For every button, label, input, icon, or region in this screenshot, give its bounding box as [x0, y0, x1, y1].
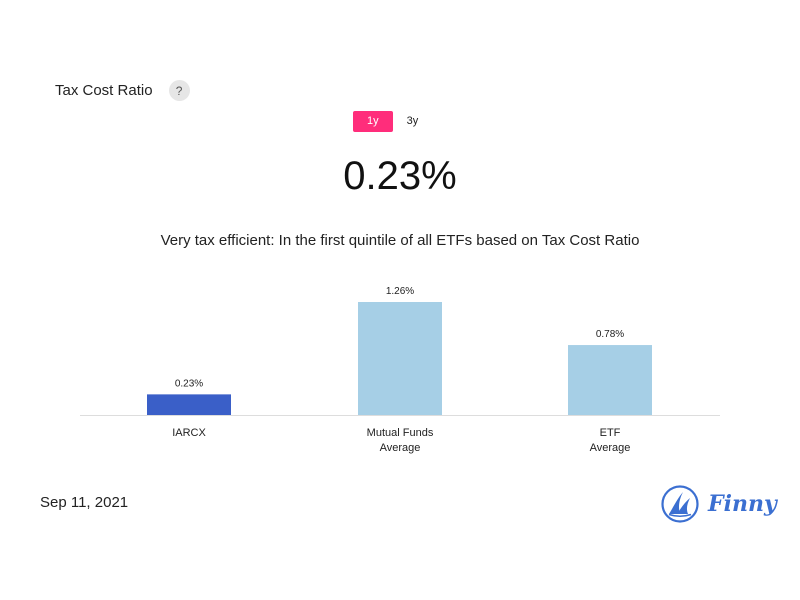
category-label: Average	[380, 442, 421, 454]
tab-1y[interactable]: 1y	[353, 111, 393, 132]
chart-header: Tax Cost Ratio ?	[55, 80, 190, 101]
category-label: IARCX	[172, 427, 206, 439]
bar-value-label: 0.23%	[175, 378, 203, 389]
page-title: Tax Cost Ratio	[55, 82, 153, 99]
category-label: Average	[590, 442, 631, 454]
brand-logo[interactable]: Finny	[660, 484, 777, 524]
as-of-date: Sep 11, 2021	[40, 494, 129, 511]
finny-logo-icon	[661, 485, 699, 523]
bar-value-label: 0.78%	[596, 329, 624, 340]
bar-1	[358, 302, 442, 415]
efficiency-description: Very tax efficient: In the first quintil…	[160, 232, 640, 249]
bar-chart: 0.23% IARCX 1.26% Mutual Funds Average 0.78% E…	[80, 286, 720, 454]
category-label: Mutual Funds	[367, 427, 434, 439]
category-label: ETF	[600, 427, 621, 439]
help-icon[interactable]: ?	[168, 80, 190, 101]
ratio-value: 0.23%	[343, 154, 457, 198]
bar-0	[147, 394, 231, 415]
brand-name: Finny	[708, 491, 777, 517]
bar-value-label: 1.26%	[386, 286, 414, 297]
bar-2	[568, 345, 652, 415]
period-tabs: 1y 3y	[353, 111, 432, 132]
tab-3y[interactable]: 3y	[406, 115, 419, 127]
